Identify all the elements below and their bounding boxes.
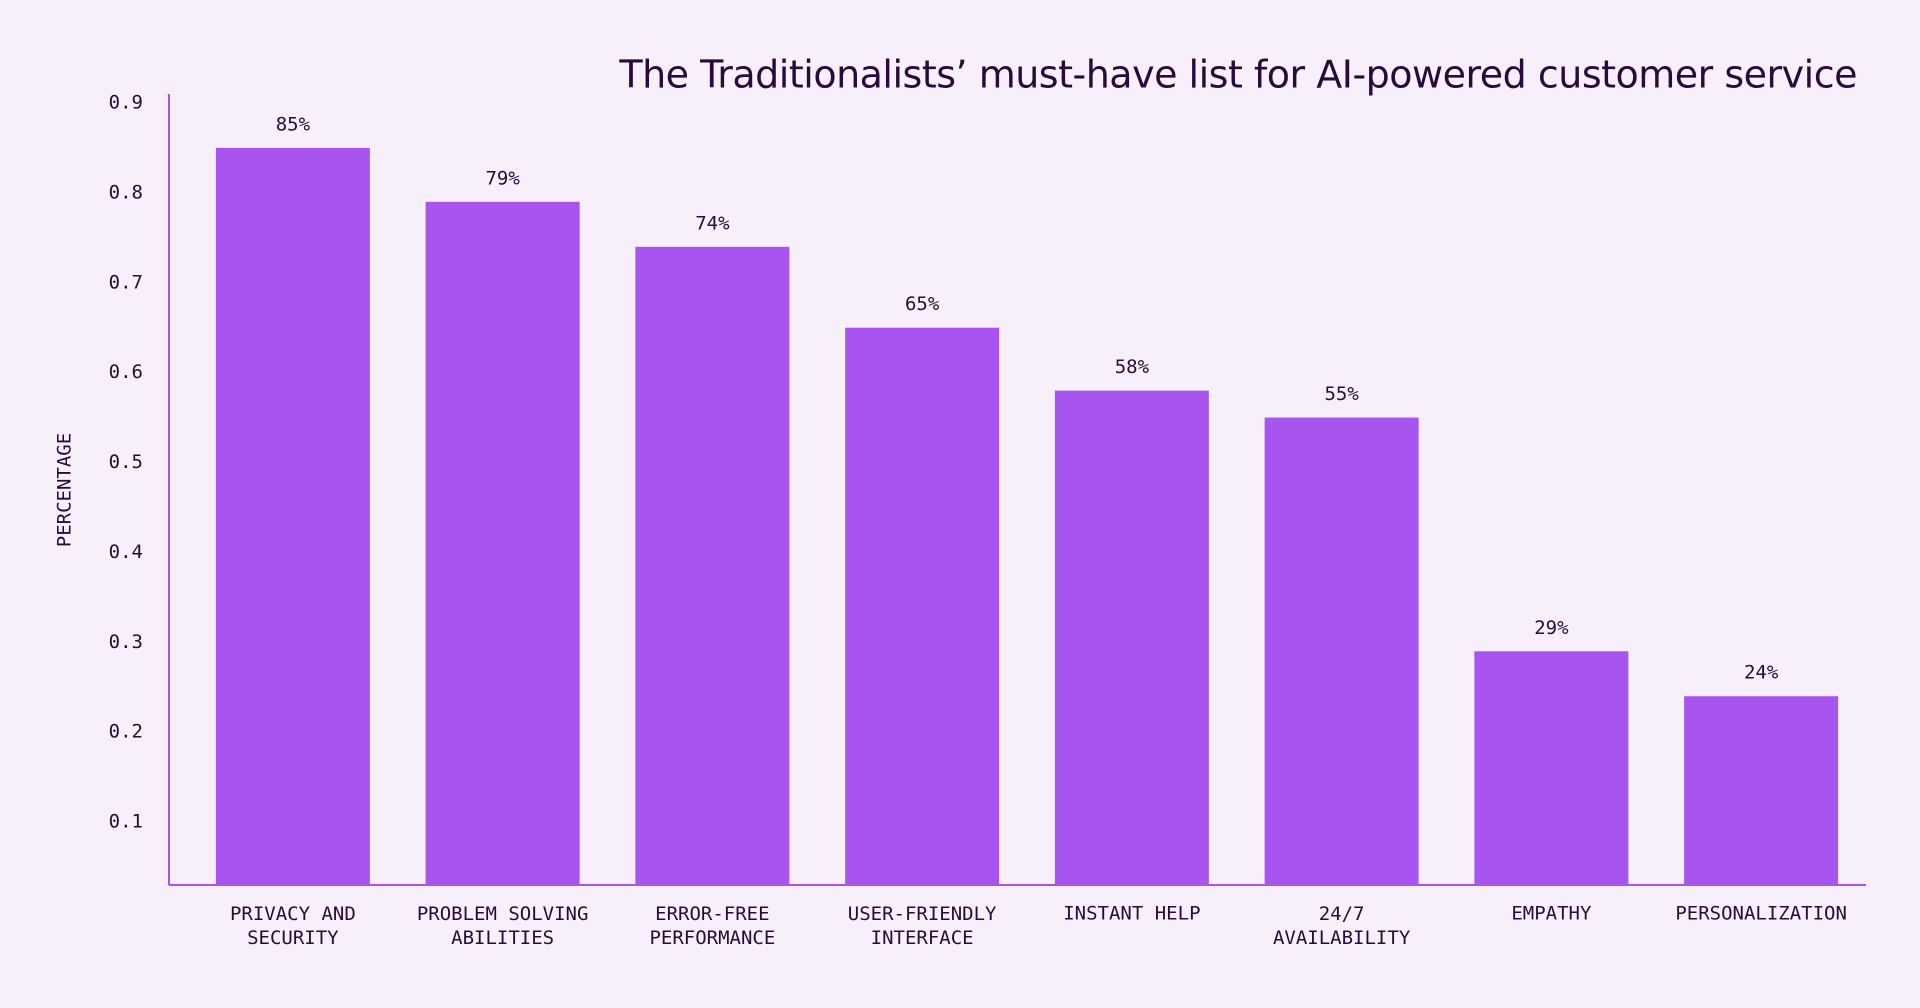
x-tick-label: PROBLEM SOLVING ABILITIES: [417, 903, 589, 949]
bar: [425, 201, 580, 885]
value-label: 65%: [905, 293, 940, 315]
y-tick-label: 0.2: [109, 721, 143, 743]
bar: [215, 147, 370, 885]
y-tick-label: 0.9: [109, 91, 143, 113]
chart-title: The Traditionalists’ must-have list for …: [618, 53, 1857, 97]
y-tick-label: 0.8: [109, 181, 143, 203]
x-tick-label: 24/7 AVAILABILITY: [1273, 903, 1411, 949]
value-label: 85%: [276, 113, 311, 135]
value-label: 29%: [1534, 617, 1569, 639]
y-tick-label: 0.4: [109, 541, 143, 563]
x-tick-label: PRIVACY AND SECURITY: [230, 903, 356, 949]
bar: [1474, 651, 1629, 885]
value-label: 58%: [1115, 356, 1150, 378]
x-tick-label: INSTANT HELP: [1063, 903, 1200, 925]
x-tick-label: USER-FRIENDLY INTERFACE: [848, 903, 997, 949]
y-tick-label: 0.6: [109, 361, 143, 383]
y-axis-label: PERCENTAGE: [54, 433, 76, 547]
bar: [845, 327, 1000, 885]
bar: [1264, 417, 1419, 885]
bar: [1684, 696, 1839, 885]
x-tick-label: ERROR-FREE PERFORMANCE: [649, 903, 775, 949]
y-tick-label: 0.3: [109, 631, 143, 653]
y-tick-label: 0.5: [109, 451, 143, 473]
bar: [635, 246, 790, 885]
value-label: 79%: [485, 167, 520, 189]
value-label: 55%: [1324, 383, 1359, 405]
y-tick-label: 0.7: [109, 271, 143, 293]
value-label: 24%: [1744, 662, 1779, 684]
value-label: 74%: [695, 212, 730, 234]
y-tick-label: 0.1: [109, 811, 143, 833]
x-tick-label: PERSONALIZATION: [1675, 903, 1847, 925]
x-tick-label: EMPATHY: [1511, 903, 1592, 925]
bar: [1054, 390, 1209, 885]
